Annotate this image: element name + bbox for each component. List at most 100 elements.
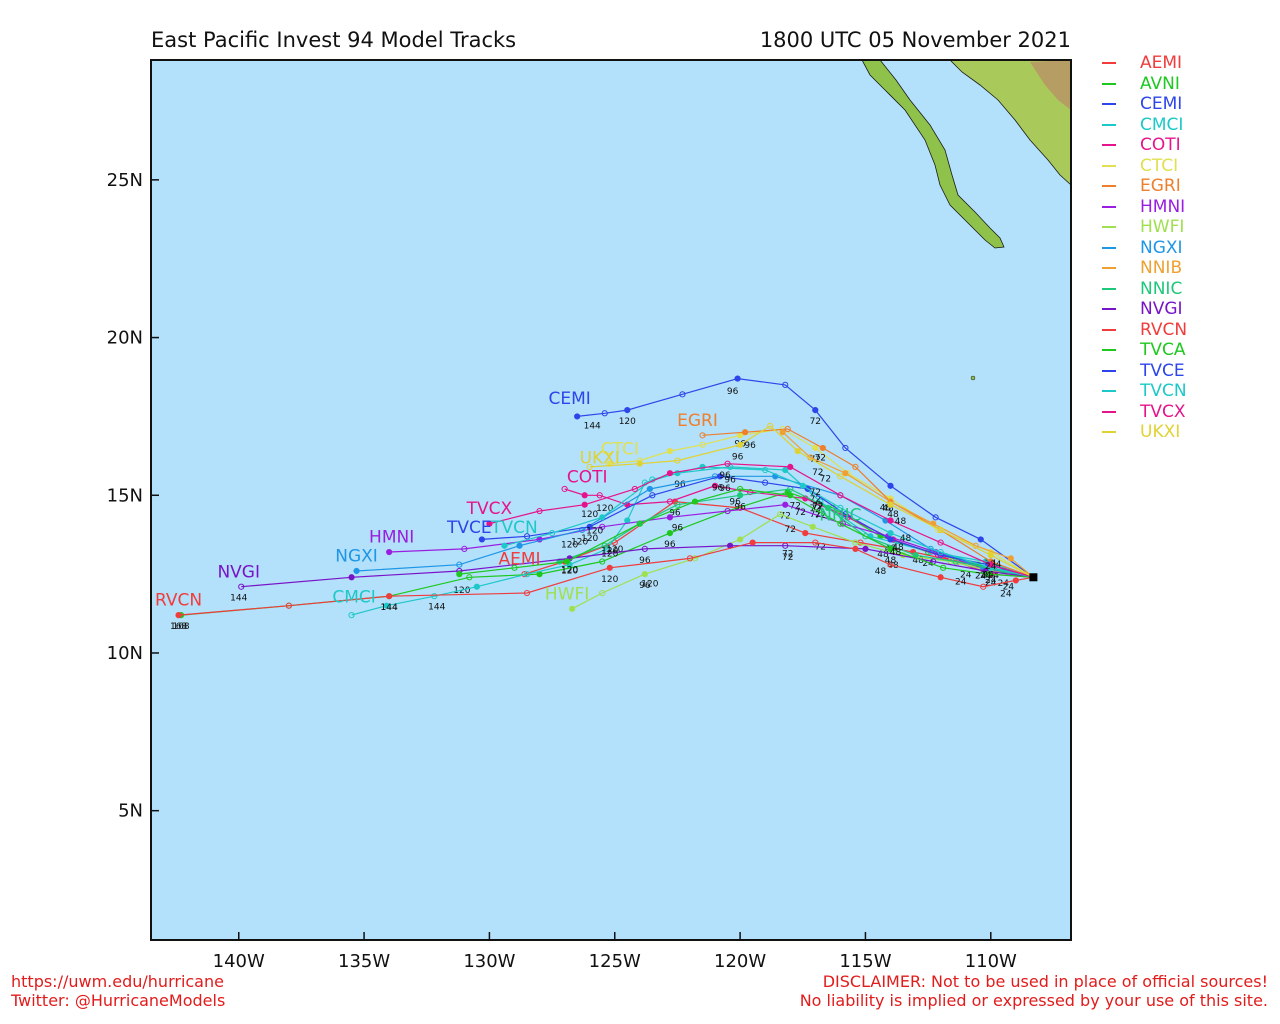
track-point <box>348 612 355 619</box>
forecast-hour-label: 144 <box>230 594 247 604</box>
forecast-hour-label: 144 <box>381 603 398 613</box>
track-line <box>504 466 1034 578</box>
forecast-hour-label: 96 <box>672 524 684 534</box>
track-point <box>674 501 681 508</box>
forecast-hour-label: 72 <box>815 454 826 464</box>
legend-item-rvcn: RVCN <box>1102 320 1252 341</box>
forecast-hour-label: 96 <box>639 581 651 591</box>
forecast-hour-label: 120 <box>571 538 588 548</box>
legend-label: TVCA <box>1140 340 1186 361</box>
legend-swatch <box>1102 82 1116 85</box>
track-point <box>782 466 789 474</box>
legend-label: EGRI <box>1140 176 1181 197</box>
forecast-hour-label: 48 <box>880 504 892 514</box>
forecast-hour-label: 72 <box>812 468 823 478</box>
track-point <box>285 602 292 609</box>
legend-swatch <box>1102 308 1116 311</box>
forecast-hour-label: 96 <box>744 441 756 451</box>
forecast-hour-label: 96 <box>732 452 744 462</box>
forecast-hour-label: 48 <box>890 548 902 558</box>
track-point <box>940 564 947 571</box>
track-point <box>175 612 182 619</box>
legend-swatch <box>1102 123 1116 126</box>
forecast-hour-label: 48 <box>887 510 899 520</box>
track-point <box>1012 577 1019 584</box>
model-label-tvcx: TVCX <box>466 499 513 519</box>
legend-item-ctci: CTCI <box>1102 156 1252 177</box>
forecast-hour-label: 48 <box>912 556 924 566</box>
track-point <box>837 504 844 511</box>
track-point <box>737 441 744 448</box>
legend-label: TVCX <box>1140 401 1186 422</box>
legend-label: TVCN <box>1140 381 1187 402</box>
track-point <box>601 410 608 417</box>
track-point <box>564 558 571 565</box>
legend-label: NNIB <box>1140 258 1183 279</box>
track-point <box>742 429 749 436</box>
track-point <box>238 583 245 590</box>
model-label-ngxi: NGXI <box>335 547 378 567</box>
x-tick-label: 110W <box>965 951 1017 972</box>
forecast-hour-label: 120 <box>586 527 603 537</box>
forecast-hour-label: 120 <box>596 504 613 514</box>
track-nnib: 24 48 72 <box>779 429 1034 578</box>
legend-swatch <box>1102 267 1116 270</box>
track-point <box>624 517 631 524</box>
baja-california-land <box>861 60 1005 249</box>
track-point <box>937 574 944 581</box>
forecast-hour-label: 72 <box>790 502 801 512</box>
track-point <box>649 492 656 499</box>
track-point <box>842 444 849 452</box>
forecast-hour-label: 24 <box>975 572 987 582</box>
legend-item-avni: AVNI <box>1102 74 1252 95</box>
forecast-hour-label: 24 <box>955 577 967 587</box>
track-point <box>569 605 576 612</box>
track-point <box>456 571 463 578</box>
track-point <box>631 485 638 493</box>
footer-url[interactable]: https://uwm.edu/hurricane <box>11 972 224 991</box>
track-point <box>431 593 438 600</box>
y-tick-label: 10N <box>107 643 143 664</box>
disclaimer-line-2: No liability is implied or expressed by … <box>799 991 1268 1010</box>
forecast-hour-label: 96 <box>669 509 681 519</box>
forecast-hour-label: 96 <box>729 497 741 507</box>
track-point <box>837 473 844 480</box>
footer-left: https://uwm.edu/hurricane Twitter: @Hurr… <box>11 972 225 1010</box>
track-point <box>666 530 674 537</box>
track-point <box>348 574 355 581</box>
track-point <box>819 444 826 452</box>
track-point <box>837 492 844 499</box>
track-point <box>812 539 819 546</box>
model-tracks: 2472961202472961201441687296120144244872… <box>170 375 1034 632</box>
forecast-hour-label: 120 <box>601 546 618 556</box>
track-point <box>842 511 849 518</box>
forecast-hour-label: 72 <box>812 502 823 512</box>
track-point <box>711 482 719 489</box>
track-point <box>624 407 631 414</box>
legend-item-nnic: NNIC <box>1102 279 1252 300</box>
track-point <box>699 441 706 448</box>
forecast-hour-label: 24 <box>983 571 995 581</box>
forecast-hour-label: 144 <box>584 422 601 432</box>
legend-label: NVGI <box>1140 299 1183 320</box>
x-tick-label: 135W <box>338 951 390 972</box>
model-label-coti: COTI <box>567 468 608 488</box>
land-masses <box>861 60 1071 381</box>
footer-twitter[interactable]: Twitter: @HurricaneModels <box>11 991 226 1010</box>
track-point <box>787 492 794 499</box>
track-point <box>716 473 724 480</box>
legend-label: CMCI <box>1140 114 1184 135</box>
initial-position-marker <box>1029 573 1038 582</box>
track-point <box>666 470 674 477</box>
track-point <box>386 548 393 556</box>
forecast-hour-label: 96 <box>674 480 686 490</box>
track-point <box>536 507 543 515</box>
model-label-cemi: CEMI <box>548 389 590 409</box>
forecast-hour-label: 120 <box>619 417 636 427</box>
forecast-hour-label: 72 <box>810 417 821 427</box>
forecast-hour-label: 120 <box>561 565 578 575</box>
legend-item-tvcx: TVCX <box>1102 402 1252 423</box>
forecast-hour-label: 96 <box>664 540 676 550</box>
forecast-hour-label: 48 <box>895 517 907 527</box>
